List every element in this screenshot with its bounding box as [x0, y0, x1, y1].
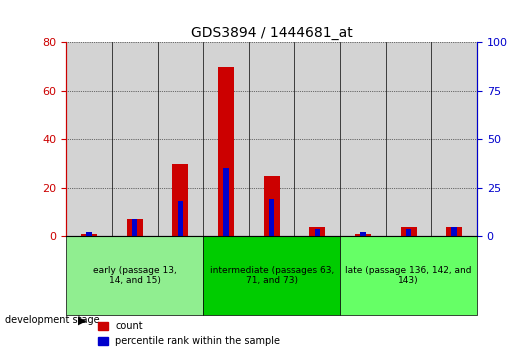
- FancyBboxPatch shape: [340, 236, 477, 315]
- Bar: [66, 42, 112, 236]
- Text: late (passage 136, 142, and
143): late (passage 136, 142, and 143): [345, 266, 472, 285]
- Bar: [86, 233, 92, 236]
- Bar: [269, 200, 275, 236]
- Bar: [223, 169, 229, 236]
- Bar: [263, 176, 280, 236]
- Text: intermediate (passages 63,
71, and 73): intermediate (passages 63, 71, and 73): [209, 266, 334, 285]
- Bar: [355, 234, 371, 236]
- Bar: [178, 201, 183, 236]
- FancyBboxPatch shape: [203, 236, 340, 315]
- Text: early (passage 13,
14, and 15): early (passage 13, 14, and 15): [93, 266, 176, 285]
- Bar: [157, 42, 203, 236]
- Bar: [218, 67, 234, 236]
- Bar: [452, 227, 457, 236]
- Text: ▶: ▶: [78, 315, 86, 325]
- Bar: [340, 42, 386, 236]
- Bar: [172, 164, 188, 236]
- Bar: [431, 42, 477, 236]
- Bar: [406, 229, 411, 236]
- Bar: [127, 219, 143, 236]
- Bar: [249, 42, 295, 236]
- Bar: [401, 227, 417, 236]
- Legend: count, percentile rank within the sample: count, percentile rank within the sample: [95, 319, 284, 349]
- Bar: [132, 219, 137, 236]
- Bar: [446, 227, 462, 236]
- FancyBboxPatch shape: [66, 236, 203, 315]
- Bar: [295, 42, 340, 236]
- Bar: [386, 42, 431, 236]
- Bar: [81, 234, 97, 236]
- Bar: [310, 227, 325, 236]
- Text: development stage: development stage: [5, 315, 100, 325]
- Bar: [360, 233, 366, 236]
- Bar: [203, 42, 249, 236]
- Bar: [112, 42, 157, 236]
- Bar: [314, 229, 320, 236]
- Title: GDS3894 / 1444681_at: GDS3894 / 1444681_at: [191, 26, 352, 40]
